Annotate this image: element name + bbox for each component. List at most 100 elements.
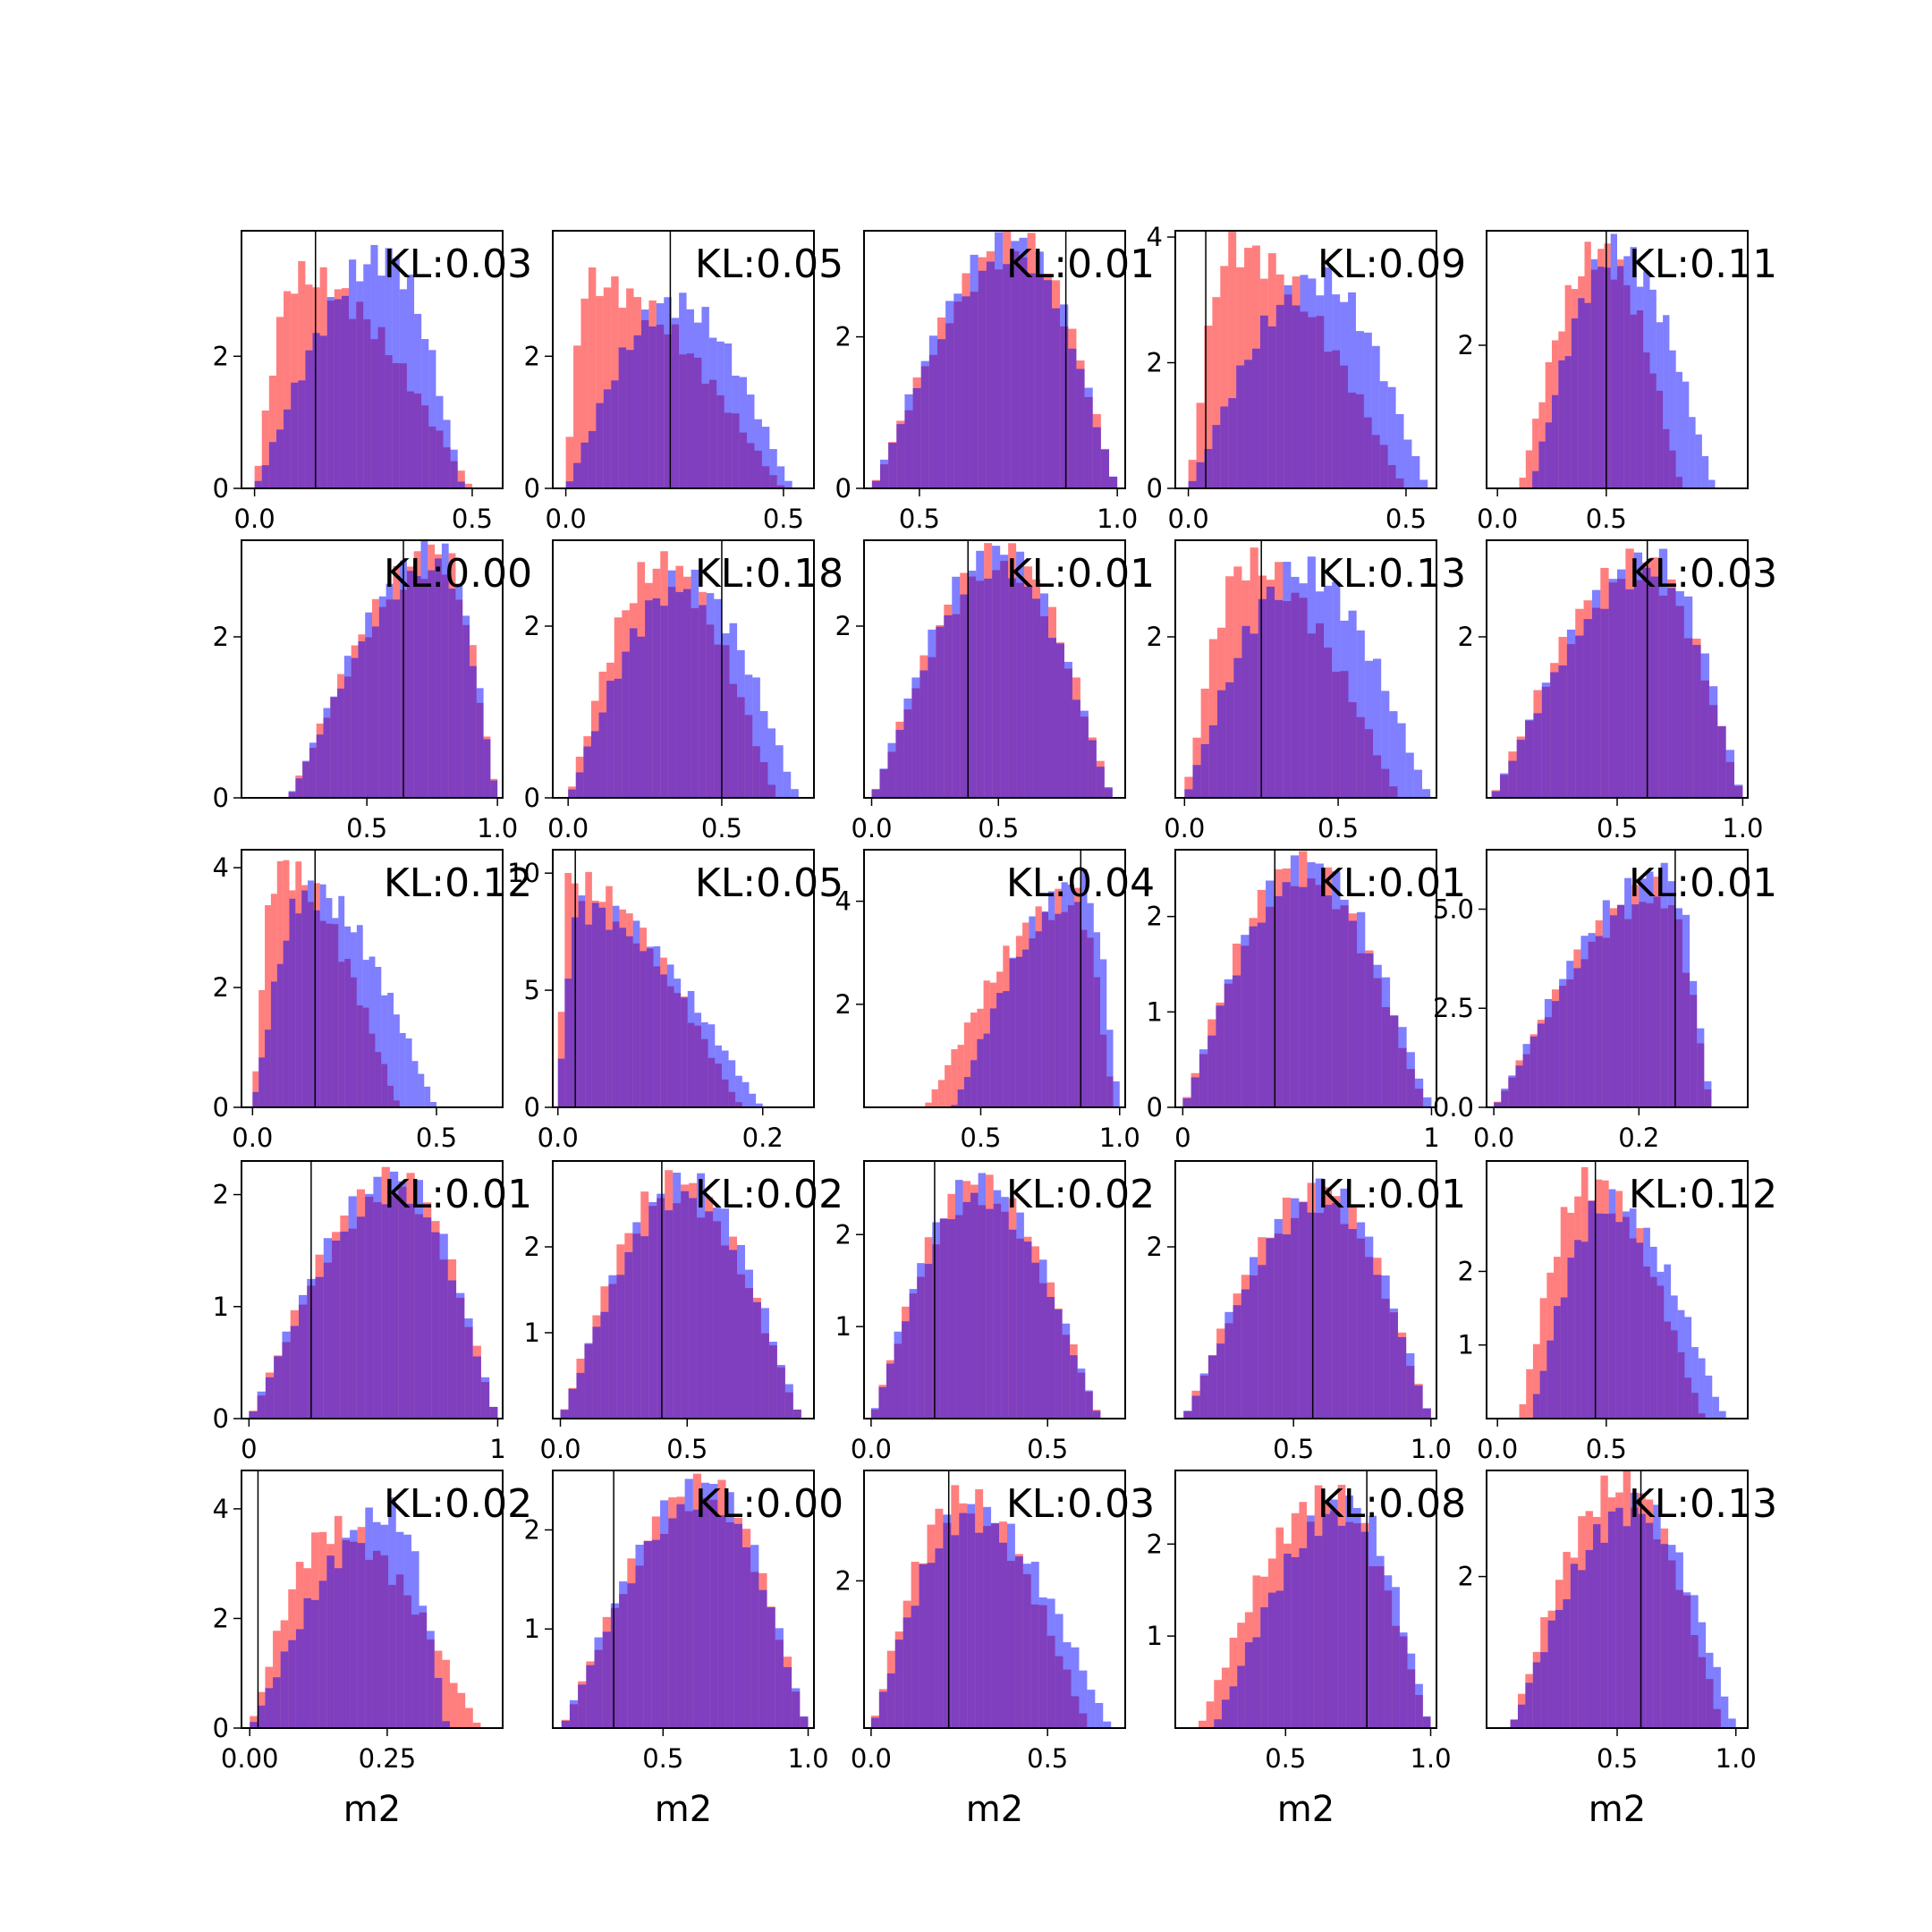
axes-frame [241,1470,504,1729]
bar-series-b [1624,877,1632,1107]
bar-series-b [1413,769,1422,798]
bar-series-b [618,347,627,488]
bar-series-b [464,1318,473,1419]
bar-series-b [1695,434,1702,488]
bar-series-b [775,745,784,798]
bar-series-b [350,1530,358,1728]
bar-series-b [912,387,921,488]
bar-series-b [1008,578,1017,798]
bar-series-b [699,605,707,798]
bar-series-b [1006,1523,1015,1728]
bar-series-b [447,1280,457,1419]
bar-series-b [557,1058,565,1107]
x-tick-label: 0.5 [978,813,1019,843]
bar-series-b [667,570,676,798]
bar-series-b [960,594,969,798]
axes-frame [1486,849,1749,1108]
bar-series-b [1084,387,1093,488]
bar-series-b [330,696,338,798]
bar-series-b [674,979,682,1107]
bar-series-b [1638,1513,1646,1728]
bar-series-b [1376,1555,1385,1728]
bar-series-a [1519,478,1526,488]
bar-series-b [624,1251,633,1419]
bar-series-b [1365,953,1374,1107]
bar-series-b [775,1628,784,1728]
bar-series-b [1016,551,1025,798]
bar-series-b [1525,1682,1533,1728]
kl-label: KL:0.03 [1629,551,1777,597]
bar-series-b [1560,1297,1568,1419]
bar-series-b [349,259,357,488]
bar-series-b [741,1546,751,1728]
bar-series-b [945,301,954,488]
bar-series-b [594,1637,603,1728]
bar-series-b [576,1372,585,1419]
bar-series-b [909,1289,918,1419]
bar-series-b [998,1542,1007,1728]
bar-series-b [1043,280,1053,488]
bar-series-a [596,296,604,488]
bar-series-b [399,289,407,488]
bar-series-b [1093,932,1101,1107]
kl-label: KL:0.04 [1006,860,1155,906]
bar-series-b [1324,267,1333,488]
y-tick-label: 0 [835,473,852,504]
kl-label: KL:0.01 [1006,242,1155,287]
bar-series-b [1316,295,1325,488]
bar-series-b [935,1548,944,1728]
bar-series-b [1251,348,1260,488]
bar-series-b [614,678,623,798]
bar-series-b [1204,448,1213,488]
bar-series-b [791,789,799,798]
bar-series-b [1046,1297,1055,1419]
axes-frame [863,539,1126,799]
y-tick-label: 0 [524,1092,540,1123]
bar-series-b [1597,267,1605,488]
bar-series-b [1708,686,1718,798]
bar-series-b [1595,936,1603,1107]
subplot-11: 0 2 4 0.0 0.5 KL:0.12 [213,849,532,1153]
bar-series-b [1653,896,1661,1107]
bar-series-b [919,1563,928,1728]
x-tick-label: 0.2 [1618,1123,1659,1153]
bar-series-b [1698,1622,1707,1728]
bar-series-b [586,1665,595,1728]
bar-series-b [1564,356,1572,488]
bar-series-b [1656,322,1664,488]
bar-series-a [1204,326,1213,488]
bar-series-b [1041,911,1049,1107]
bar-series-b [564,979,572,1107]
bar-series-a [573,345,581,488]
bar-series-b [332,918,339,1107]
bar-series-b [622,651,630,798]
bar-series-b [612,905,620,1107]
bar-series-b [580,442,589,488]
bar-series-b [1340,620,1349,798]
bar-series-b [381,1204,390,1419]
bar-series-b [596,402,604,488]
bar-series-b [311,1599,319,1728]
bar-series-b [1545,422,1552,488]
bar-series-b [1668,1545,1676,1728]
bar-series-b [1708,479,1716,488]
bar-series-b [1199,1049,1208,1107]
bar-series-b [1675,590,1684,798]
bar-series-b [1291,1198,1300,1419]
y-tick-label: 2 [524,341,540,371]
bar-series-b [483,739,491,798]
bar-series-b [413,576,421,798]
bar-series-b [398,1181,407,1419]
x-tick-label: 0.5 [1597,1743,1638,1774]
bar-series-b [687,990,695,1107]
y-tick-label: 1 [524,1318,540,1348]
bar-series-b [1399,1632,1408,1728]
bar-series-b [439,1233,448,1419]
kl-label: KL:0.02 [1006,1172,1155,1217]
bar-series-b [1623,1526,1631,1728]
bar-series-b [975,1532,984,1728]
bar-series-b [1684,1317,1692,1419]
bar-series-b [436,395,444,488]
bar-series-b [643,1541,652,1728]
bar-series-b [1415,1683,1423,1728]
